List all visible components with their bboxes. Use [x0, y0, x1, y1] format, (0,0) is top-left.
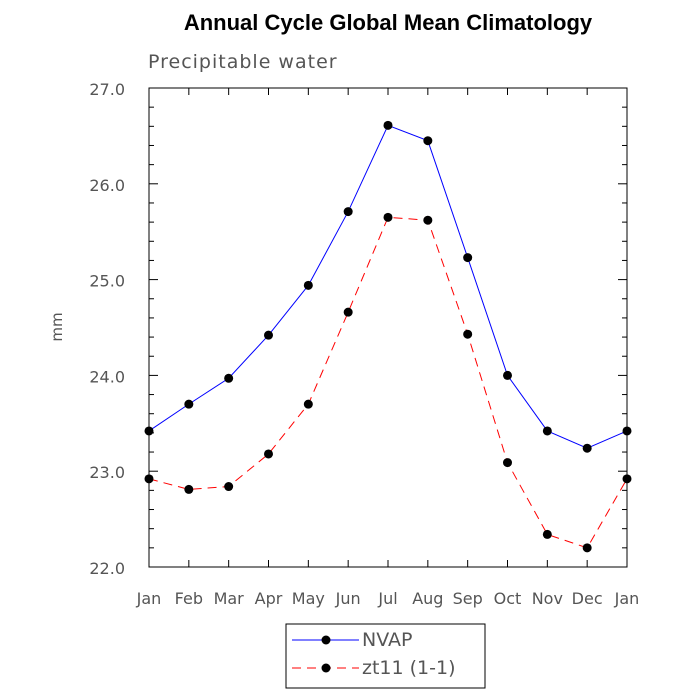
series-1-point — [144, 474, 154, 484]
series-0-point — [423, 136, 433, 146]
x-tick-label: Sep — [453, 589, 483, 608]
legend-marker-nvap — [321, 635, 331, 645]
x-tick-label: Jan — [136, 589, 162, 608]
series-1-point — [542, 529, 552, 539]
series-0-point — [542, 426, 552, 436]
series-0-point — [144, 426, 154, 436]
chart-title: Annual Cycle Global Mean Climatology — [184, 10, 593, 35]
series-markers — [144, 120, 632, 553]
x-tick-label: Oct — [494, 589, 522, 608]
series-0-point — [184, 399, 194, 409]
x-tick-label: Jul — [377, 589, 397, 608]
axes: Jan Feb Mar Apr May Jun Jul Aug Sep Oct Nov Dec Jan 2… — [89, 80, 639, 608]
series-1-point — [264, 449, 273, 459]
x-tick-label: Mar — [214, 589, 245, 608]
x-tick-label: Nov — [532, 589, 563, 608]
legend: NVAP zt11 (1-1) — [285, 623, 486, 689]
series-1-point — [503, 458, 512, 468]
series-0-point — [303, 280, 313, 290]
x-tick-label: Jun — [335, 589, 361, 608]
series-0-point — [224, 373, 234, 383]
series-1-point — [423, 215, 433, 225]
y-tick-label: 25.0 — [89, 272, 125, 291]
series-0-point — [383, 120, 393, 130]
x-tick-label: Apr — [255, 589, 283, 608]
series-1-point — [224, 482, 234, 492]
series-line-1 — [148, 216, 628, 549]
series-1-point — [303, 399, 313, 409]
series-0-point — [622, 426, 632, 436]
y-tick-label: 22.0 — [89, 559, 125, 578]
series-1-point — [582, 543, 592, 553]
series-0-point — [463, 253, 473, 263]
x-tick-label: Feb — [175, 589, 203, 608]
y-tick-label: 23.0 — [89, 463, 125, 482]
series-0-point — [264, 330, 273, 340]
x-tick-label: Jan — [614, 589, 640, 608]
legend-label-nvap: NVAP — [362, 629, 412, 651]
legend-label-zt11: zt11 (1-1) — [362, 657, 456, 679]
series-line-0 — [148, 124, 628, 449]
series-1-point — [383, 212, 393, 222]
x-tick-label: May — [292, 589, 325, 608]
series-0-point — [582, 443, 592, 453]
series-1-point — [622, 474, 632, 484]
y-tick-label: 24.0 — [89, 367, 125, 386]
legend-marker-zt11 — [321, 663, 331, 673]
y-axis-label: mm — [48, 312, 66, 341]
legend-box — [285, 623, 486, 689]
plot-frame — [148, 87, 628, 568]
y-tick-label: 27.0 — [89, 80, 125, 99]
chart-subtitle: Precipitable water — [148, 51, 338, 73]
series-1-point — [184, 484, 194, 494]
series-0-point — [343, 207, 353, 217]
y-tick-label: 26.0 — [89, 176, 125, 195]
series-0-point — [503, 370, 512, 380]
series-1-point — [463, 329, 473, 339]
series-1-point — [343, 307, 353, 317]
x-tick-label: Aug — [412, 589, 443, 608]
series-lines — [148, 124, 628, 549]
x-tick-label: Dec — [572, 589, 603, 608]
